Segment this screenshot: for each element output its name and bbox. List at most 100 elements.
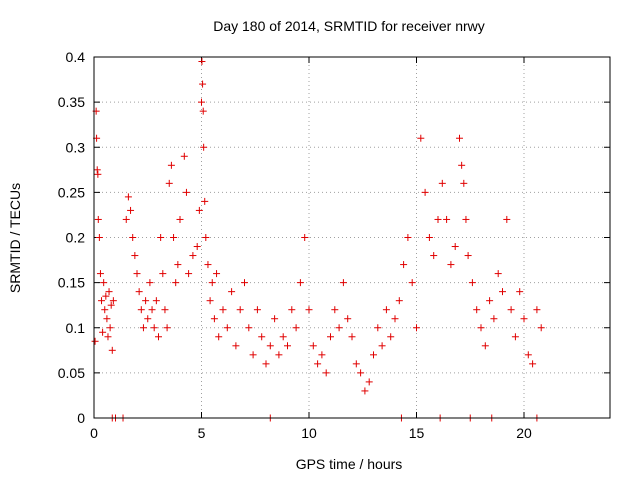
data-point (275, 351, 283, 359)
data-point (104, 333, 112, 341)
x-tick-label: 5 (198, 425, 206, 441)
y-tick-label: 0.1 (66, 320, 86, 336)
data-point (524, 351, 532, 359)
grid-lines (94, 57, 610, 418)
data-point (370, 351, 377, 359)
data-point (458, 161, 466, 169)
data-point (101, 306, 109, 314)
x-axis-label: GPS time / hours (296, 456, 403, 472)
data-point (296, 279, 304, 287)
data-point (198, 58, 206, 66)
data-point (507, 306, 515, 314)
data-point (365, 378, 373, 386)
y-tick-label: 0.2 (66, 230, 86, 246)
data-point (96, 270, 104, 278)
data-point (215, 333, 223, 341)
data-point (352, 360, 360, 368)
data-point (133, 270, 141, 278)
data-point (91, 337, 99, 345)
data-point (232, 342, 240, 350)
data-point (520, 315, 528, 323)
data-point (529, 360, 537, 368)
data-point (339, 279, 347, 287)
y-tick-label: 0.05 (58, 365, 85, 381)
data-point (438, 179, 446, 187)
data-point (473, 306, 481, 314)
data-point (292, 324, 300, 332)
data-point (361, 387, 369, 395)
x-tick-label: 0 (90, 425, 98, 441)
data-point (331, 306, 339, 314)
data-point (357, 369, 365, 377)
data-point (430, 252, 438, 260)
y-tick-label: 0.15 (58, 275, 85, 291)
data-point (122, 215, 130, 223)
data-point (204, 261, 212, 269)
data-point (413, 324, 420, 332)
data-point (142, 297, 150, 305)
data-point (378, 342, 386, 350)
data-point (200, 143, 208, 151)
x-tick-label: 10 (301, 425, 317, 441)
data-point (253, 306, 261, 314)
data-point (327, 333, 334, 341)
chart-title: Day 180 of 2014, SRMTID for receiver nrw… (213, 18, 485, 34)
data-point (100, 279, 108, 287)
data-point (400, 261, 408, 269)
data-point (150, 324, 158, 332)
data-point (152, 297, 160, 305)
data-point (102, 292, 110, 300)
data-point (139, 324, 147, 332)
data-point (477, 324, 485, 332)
data-point (94, 215, 102, 223)
data-point (223, 324, 231, 332)
data-point (344, 315, 352, 323)
y-tick-label: 0.35 (58, 94, 85, 110)
y-tick-label: 0 (77, 410, 85, 426)
y-tick-label: 0.4 (66, 49, 86, 65)
data-point (201, 197, 209, 205)
data-point (456, 134, 463, 142)
data-point (408, 279, 416, 287)
data-point (335, 324, 343, 332)
data-point (318, 351, 326, 359)
data-point (490, 315, 498, 323)
data-point (486, 297, 494, 305)
data-point (210, 315, 218, 323)
data-point (417, 134, 425, 142)
data-point (219, 306, 227, 314)
data-point (161, 306, 169, 314)
data-point (462, 215, 470, 223)
data-point (404, 234, 412, 241)
data-point (199, 80, 207, 88)
data-point (391, 315, 399, 323)
data-point (499, 288, 506, 296)
data-point (266, 342, 274, 350)
data-point (195, 206, 203, 214)
data-point (107, 301, 115, 309)
data-point (105, 288, 113, 296)
data-point (434, 215, 442, 223)
y-tick-label: 0.3 (66, 139, 86, 155)
data-point (93, 166, 101, 174)
y-tick-label: 0.25 (58, 184, 85, 200)
data-point (165, 179, 173, 187)
data-point (135, 288, 143, 296)
data-point (443, 215, 451, 223)
data-point (228, 288, 236, 296)
data-point (279, 333, 287, 341)
data-point (258, 333, 266, 341)
data-point (208, 279, 216, 287)
data-point (322, 369, 330, 377)
data-point (172, 279, 180, 287)
data-point (146, 279, 154, 287)
data-point (516, 288, 524, 296)
data-point (182, 188, 190, 196)
data-point (159, 270, 167, 278)
y-axis-label: SRMTID / TECUs (7, 183, 23, 293)
data-point (382, 306, 390, 314)
data-point (468, 279, 476, 287)
x-tick-label: 20 (516, 425, 532, 441)
data-point (129, 234, 137, 241)
